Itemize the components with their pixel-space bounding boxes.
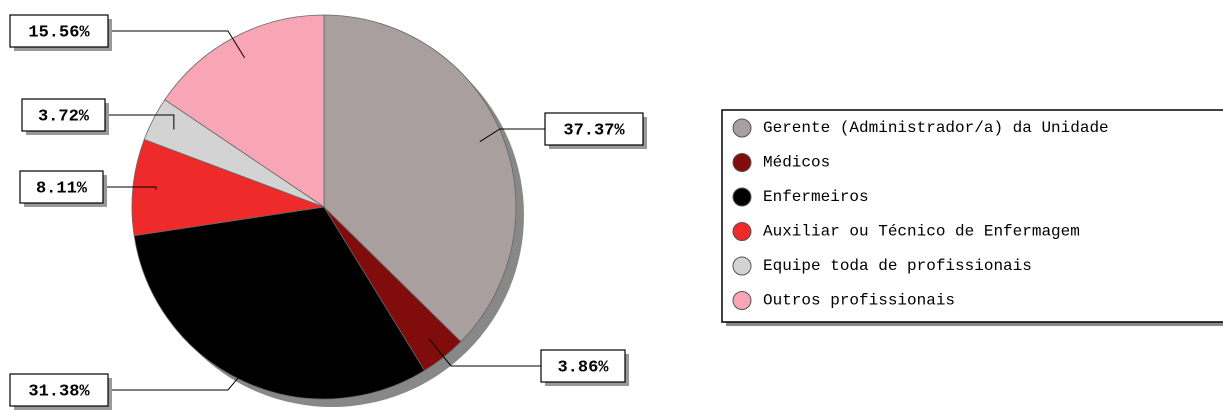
legend-label: Equipe toda de profissionais	[763, 257, 1032, 275]
label-box	[21, 98, 106, 132]
leader-line	[108, 30, 246, 59]
legend-label: Gerente (Administrador/a) da Unidade	[763, 119, 1109, 137]
legend-label: Enfermeiros	[763, 188, 869, 206]
leader-line	[105, 114, 175, 130]
label-box	[9, 373, 109, 407]
value-label: 37.37%	[563, 121, 625, 140]
value-label: 3.72%	[38, 107, 90, 126]
legend-swatch	[732, 291, 752, 310]
pie-slice	[133, 206, 426, 400]
pie-slice	[323, 14, 517, 343]
legend-label: Auxiliar ou Técnico de Enfermagem	[763, 223, 1080, 241]
legend-swatch	[732, 256, 752, 276]
leader-line	[103, 186, 157, 190]
value-label: 15.56%	[28, 23, 90, 42]
label-box	[9, 14, 109, 48]
legend-swatch	[732, 118, 752, 138]
pie	[131, 14, 524, 407]
leader-line	[479, 128, 545, 143]
value-label: 8.11%	[36, 179, 88, 198]
leader-line	[428, 338, 541, 367]
legend-label: Outros profissionais	[763, 292, 955, 310]
pie-slice	[164, 14, 325, 208]
legend-swatch	[732, 153, 752, 172]
label-box	[540, 349, 626, 383]
leader-line	[108, 359, 254, 391]
value-label: 31.38%	[28, 382, 90, 401]
value-label: 3.86%	[557, 358, 609, 377]
legend-box	[721, 109, 1223, 323]
label-box	[544, 112, 644, 146]
legend-label: Médicos	[763, 154, 830, 172]
value-labels: 37.37% 3.86% 31.38% 8.11% 3.72% 15.56%	[9, 14, 647, 410]
legend-swatch	[732, 222, 752, 241]
legend-swatch	[732, 187, 752, 207]
legend: Gerente (Administrador/a) da Unidade Médi…	[721, 109, 1223, 326]
label-box	[19, 170, 104, 204]
